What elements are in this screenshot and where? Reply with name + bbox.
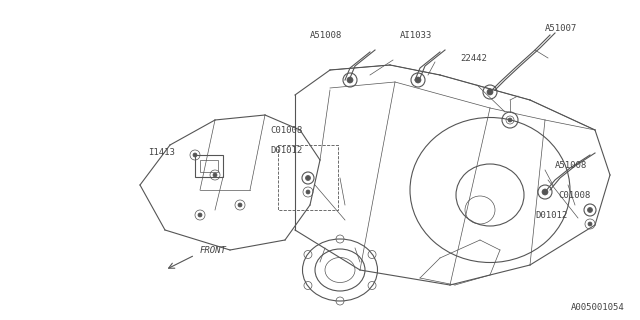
Text: C01008: C01008	[558, 190, 590, 199]
Text: AI1033: AI1033	[400, 30, 432, 39]
Bar	[200, 160, 218, 172]
Bar	[195, 155, 223, 177]
Circle shape	[213, 173, 217, 177]
Circle shape	[415, 77, 421, 83]
Bar	[278, 145, 338, 210]
Text: A005001054: A005001054	[572, 303, 625, 312]
Circle shape	[347, 77, 353, 83]
Circle shape	[306, 190, 310, 194]
Circle shape	[238, 203, 242, 207]
Text: 22442: 22442	[460, 53, 487, 62]
Text: A51008: A51008	[310, 30, 342, 39]
Text: I1413: I1413	[148, 148, 175, 156]
Circle shape	[588, 222, 592, 226]
Circle shape	[193, 153, 197, 157]
Circle shape	[198, 213, 202, 217]
Text: FRONT: FRONT	[200, 245, 227, 254]
Text: D01012: D01012	[270, 146, 302, 155]
Text: A51007: A51007	[545, 23, 577, 33]
Text: D01012: D01012	[535, 211, 567, 220]
Circle shape	[588, 207, 593, 212]
Circle shape	[487, 89, 493, 95]
Text: C01008: C01008	[270, 125, 302, 134]
Circle shape	[508, 118, 512, 122]
Circle shape	[305, 175, 310, 180]
Text: A51008: A51008	[555, 161, 588, 170]
Circle shape	[542, 189, 548, 195]
